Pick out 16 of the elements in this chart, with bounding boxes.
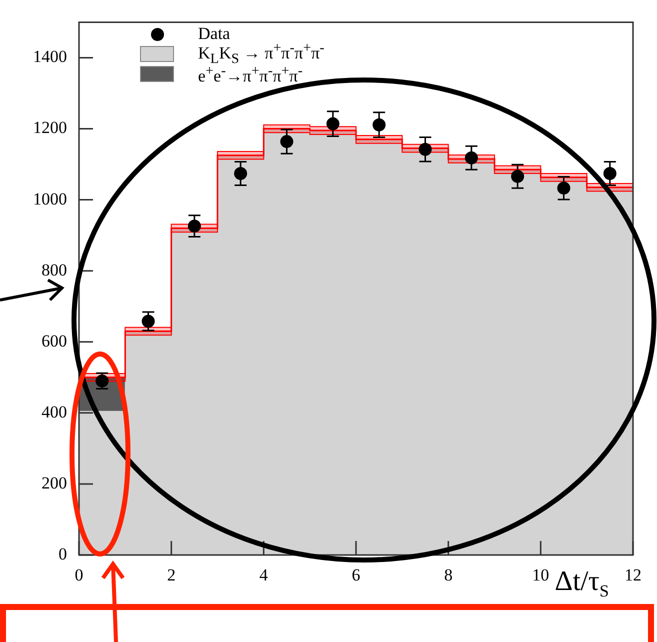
- y-tick-label: 200: [42, 473, 67, 492]
- y-tick-label: 0: [58, 544, 67, 564]
- x-tick-label: 0: [74, 566, 84, 585]
- x-tick-label: 4: [259, 566, 268, 585]
- y-tick-label: 1200: [33, 118, 67, 138]
- y-tick-label: 600: [42, 331, 67, 350]
- x-tick-label: 10: [532, 566, 550, 585]
- x-tick-label: 8: [444, 566, 453, 585]
- x-tick-label: 2: [167, 566, 176, 585]
- x-tick-label: 6: [352, 566, 360, 585]
- y-tick-label: 800: [42, 260, 67, 280]
- y-tick-label: 400: [42, 402, 67, 422]
- y-tick-label: 1400: [33, 47, 67, 66]
- x-axis-title: Δt/τ$_{S}$: [554, 566, 609, 602]
- y-tick-label: 1000: [33, 189, 67, 208]
- x-tick-label: 12: [624, 566, 642, 585]
